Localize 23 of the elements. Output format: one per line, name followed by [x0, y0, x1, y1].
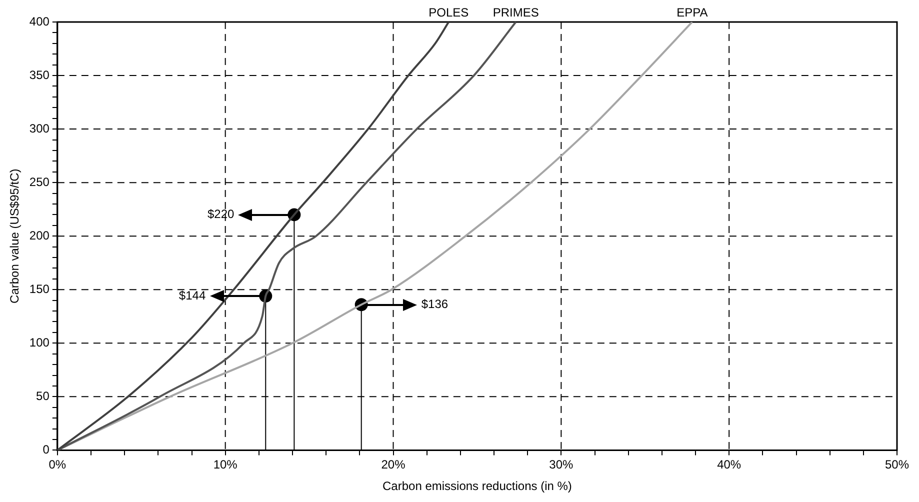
y-tick-label: 250: [29, 174, 50, 189]
y-tick-label: 350: [29, 68, 50, 82]
x-tick-label: 40%: [717, 458, 742, 472]
y-tick-label: 300: [29, 121, 50, 136]
y-tick-label: 0: [42, 442, 50, 457]
y-tick-label: 100: [29, 335, 50, 350]
series-label: POLES: [428, 5, 469, 20]
x-tick-label: 10%: [213, 458, 238, 472]
annotation: $144: [178, 288, 206, 302]
y-tick-label: 150: [29, 282, 50, 296]
annotation: $220: [207, 207, 234, 222]
y-axis-title: Carbon value (US$95/tC): [8, 168, 22, 304]
x-tick-label: 30%: [549, 458, 574, 472]
x-axis-title: Carbon emissions reductions (in %): [382, 479, 572, 494]
series-label: PRIMES: [492, 5, 539, 20]
y-tick-label: 200: [29, 228, 50, 242]
x-tick-label: 50%: [884, 458, 910, 472]
x-tick-label: 20%: [381, 458, 406, 472]
y-tick-label: 50: [36, 388, 50, 403]
annotation: $136: [421, 296, 448, 311]
y-tick-label: 400: [29, 14, 50, 28]
series-label: EPPA: [676, 5, 708, 20]
x-tick-label: 0%: [48, 458, 66, 472]
